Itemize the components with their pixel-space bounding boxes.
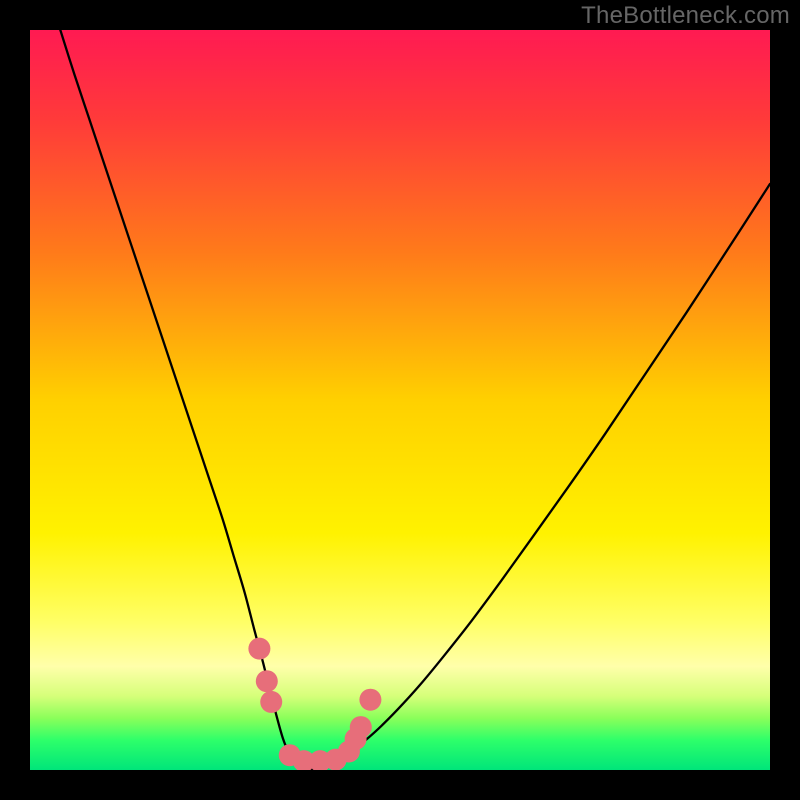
dot-marker <box>350 716 372 738</box>
gradient-background <box>30 30 770 770</box>
dot-marker <box>256 670 278 692</box>
watermark-text: TheBottleneck.com <box>581 2 790 30</box>
dot-marker <box>359 689 381 711</box>
bottleneck-chart <box>0 0 800 800</box>
chart-container: TheBottleneck.com <box>0 0 800 800</box>
dot-marker <box>260 691 282 713</box>
dot-marker <box>248 638 270 660</box>
